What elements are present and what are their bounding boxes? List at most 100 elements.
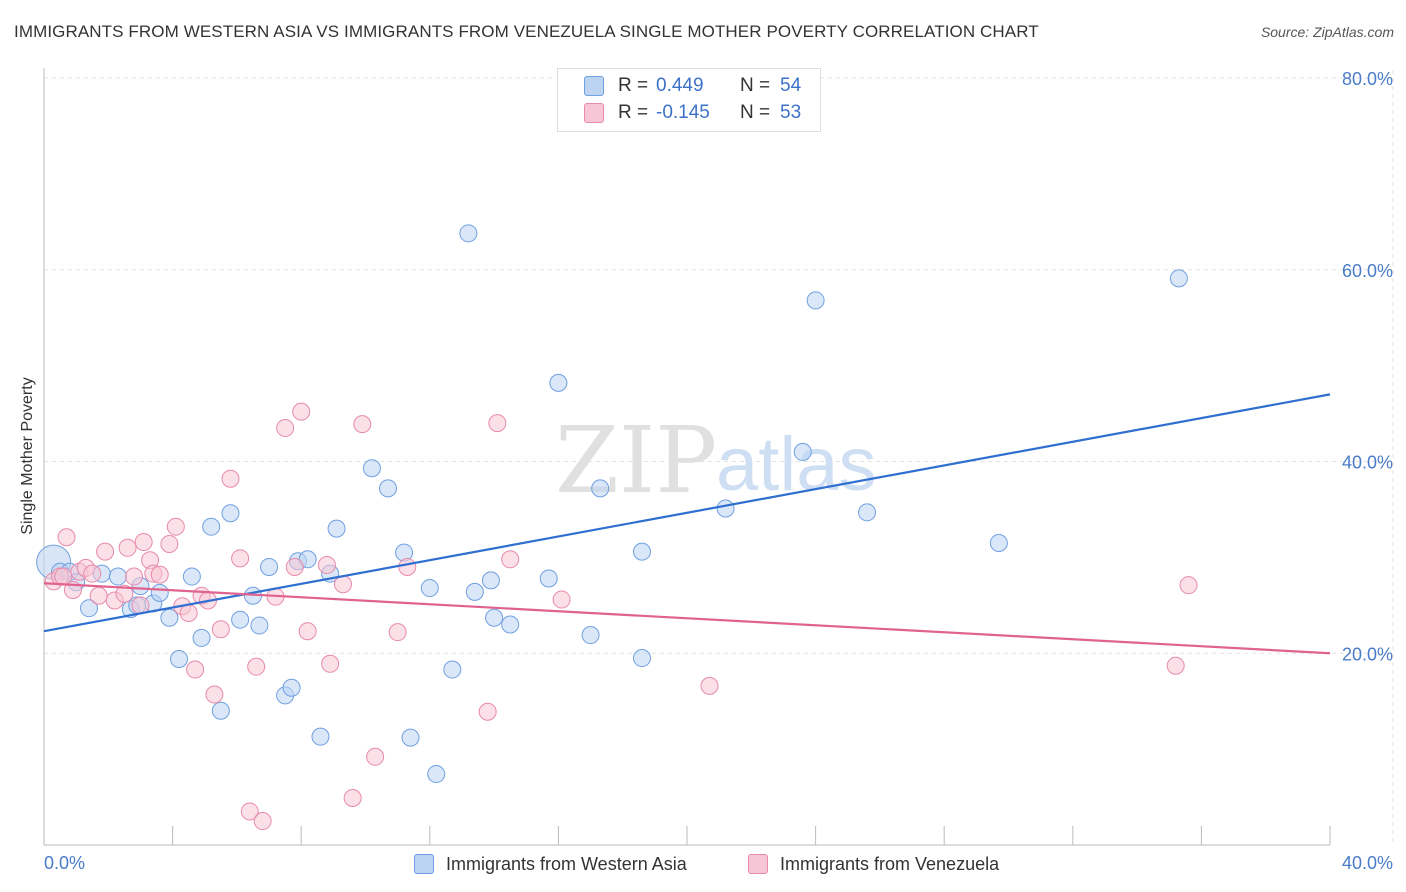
point-venezuela xyxy=(247,657,266,676)
legend-r-value: 0.449 xyxy=(656,75,704,96)
point-venezuela xyxy=(700,676,719,695)
axes xyxy=(43,68,1331,846)
legend-n-label: N = xyxy=(740,102,771,123)
point-western-asia xyxy=(858,503,877,522)
legend-n-label: N = xyxy=(740,75,771,96)
watermark-atlas: atlas xyxy=(716,422,877,507)
bottom-legend-label-venezuela: Immigrants from Venezuela xyxy=(780,853,1000,874)
point-western-asia xyxy=(379,479,398,498)
point-western-asia xyxy=(481,571,500,590)
legend: R = 0.449 N = 54 R = -0.145 N = 53 xyxy=(557,68,821,132)
point-western-asia xyxy=(632,649,651,668)
legend-swatch-blue xyxy=(584,76,604,96)
legend-r-label: R = xyxy=(618,102,649,123)
point-venezuela xyxy=(501,550,520,569)
point-western-asia xyxy=(539,569,558,588)
bottom-legend-western-asia: Immigrants from Western Asia xyxy=(414,851,687,877)
point-venezuela xyxy=(321,654,340,673)
point-western-asia xyxy=(192,628,211,647)
point-venezuela xyxy=(115,584,134,603)
point-venezuela xyxy=(166,517,185,536)
legend-r-label: R = xyxy=(618,75,649,96)
point-western-asia xyxy=(202,517,221,536)
point-western-asia xyxy=(327,519,346,538)
data-points xyxy=(36,224,1198,831)
point-western-asia xyxy=(260,557,279,576)
point-venezuela xyxy=(317,556,336,575)
point-venezuela xyxy=(1166,656,1185,675)
point-venezuela xyxy=(186,660,205,679)
point-western-asia xyxy=(806,291,825,310)
bottom-legend-venezuela: Immigrants from Venezuela xyxy=(748,851,999,877)
legend-row-western-asia: R = 0.449 N = 54 xyxy=(558,73,801,99)
point-venezuela xyxy=(552,590,571,609)
point-western-asia xyxy=(80,599,99,618)
point-venezuela xyxy=(134,533,153,552)
y-tick-label: 60.0% xyxy=(1342,261,1393,281)
point-western-asia xyxy=(108,567,127,586)
bottom-legend-label-western-asia: Immigrants from Western Asia xyxy=(446,853,687,874)
point-venezuela xyxy=(221,469,240,488)
trend-line-venezuela xyxy=(43,582,1331,655)
point-venezuela xyxy=(276,418,295,437)
trend-lines xyxy=(43,393,1331,655)
point-western-asia xyxy=(632,542,651,561)
point-venezuela xyxy=(57,528,76,547)
point-western-asia xyxy=(150,583,169,602)
point-western-asia xyxy=(362,459,381,478)
y-tick-label: 20.0% xyxy=(1342,644,1393,664)
legend-n-value: 54 xyxy=(780,75,802,96)
point-western-asia xyxy=(581,626,600,645)
point-western-asia xyxy=(793,442,812,461)
point-venezuela xyxy=(398,557,417,576)
watermark: ZIP atlas xyxy=(555,407,877,514)
point-venezuela xyxy=(353,415,372,434)
source-label: Source: ZipAtlas.com xyxy=(1260,24,1394,40)
point-western-asia xyxy=(311,727,330,746)
point-venezuela xyxy=(179,603,198,622)
legend-n-value: 53 xyxy=(780,102,802,123)
legend-r-value: -0.145 xyxy=(656,102,710,123)
point-western-asia xyxy=(443,660,462,679)
point-western-asia xyxy=(420,579,439,598)
point-venezuela xyxy=(231,549,250,568)
point-venezuela xyxy=(205,685,224,704)
point-venezuela xyxy=(343,789,362,808)
point-western-asia xyxy=(465,582,484,601)
point-venezuela xyxy=(160,534,179,553)
point-venezuela xyxy=(240,802,259,821)
point-venezuela xyxy=(83,564,102,583)
point-western-asia xyxy=(485,608,504,627)
tick-labels: 0.0% 40.0% 20.0% 40.0% 60.0% 80.0% xyxy=(44,69,1393,873)
point-western-asia xyxy=(211,701,230,720)
point-venezuela xyxy=(118,538,137,557)
point-western-asia xyxy=(250,616,269,635)
point-western-asia xyxy=(160,608,179,627)
watermark-zip: ZIP xyxy=(555,407,717,514)
trend-line-western-asia xyxy=(43,393,1331,633)
legend-swatch-pink xyxy=(584,103,604,123)
bottom-legend-swatch-pink xyxy=(748,854,768,874)
point-western-asia xyxy=(401,728,420,747)
point-western-asia xyxy=(501,615,520,634)
point-venezuela xyxy=(388,623,407,642)
point-venezuela xyxy=(150,565,169,584)
point-western-asia xyxy=(989,533,1008,552)
point-western-asia xyxy=(282,678,301,697)
point-venezuela xyxy=(253,812,272,831)
point-venezuela xyxy=(478,702,497,721)
point-venezuela xyxy=(292,402,311,421)
point-venezuela xyxy=(298,622,317,641)
point-western-asia xyxy=(427,765,446,784)
point-venezuela xyxy=(96,542,115,561)
x-tick-label-0: 0.0% xyxy=(44,853,85,873)
point-western-asia xyxy=(716,499,735,518)
y-tick-label: 40.0% xyxy=(1342,453,1393,473)
point-venezuela xyxy=(211,620,230,639)
point-venezuela xyxy=(285,557,304,576)
point-venezuela xyxy=(488,414,507,433)
y-tick-label: 80.0% xyxy=(1342,69,1393,89)
chart-title: IMMIGRANTS FROM WESTERN ASIA VS IMMIGRAN… xyxy=(14,22,1039,41)
point-western-asia xyxy=(170,650,189,669)
